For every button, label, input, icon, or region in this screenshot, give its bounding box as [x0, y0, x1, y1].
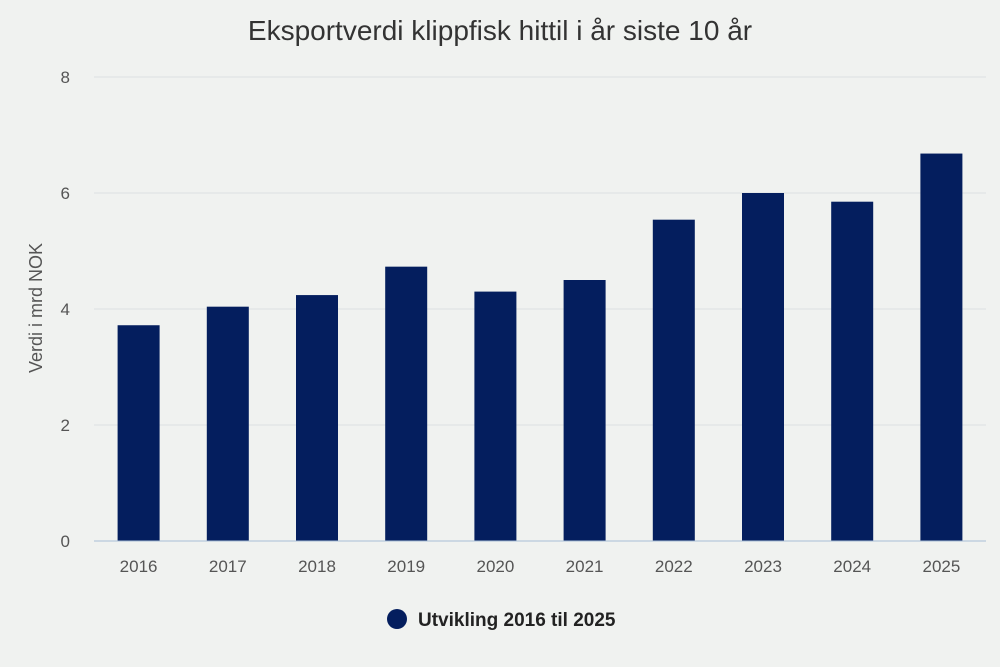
- x-tick-label: 2021: [566, 557, 604, 576]
- y-axis-title: Verdi i mrd NOK: [26, 243, 46, 373]
- bar-2016[interactable]: [117, 325, 160, 541]
- bar-2018[interactable]: [296, 295, 338, 541]
- chart-title: Eksportverdi klippfisk hittil i år siste…: [248, 15, 752, 46]
- y-axis-tick-labels: 0 2 4 6 8: [61, 68, 70, 551]
- x-tick-label: 2023: [744, 557, 782, 576]
- x-tick-label: 2025: [922, 557, 960, 576]
- x-tick-label: 2017: [209, 557, 247, 576]
- legend-swatch[interactable]: [387, 609, 407, 629]
- legend[interactable]: Utvikling 2016 til 2025: [387, 609, 616, 631]
- bar-2023[interactable]: [742, 193, 784, 541]
- y-tick-label: 8: [61, 68, 70, 87]
- x-tick-label: 2018: [298, 557, 336, 576]
- bar-2024[interactable]: [831, 201, 874, 541]
- y-tick-label: 0: [61, 532, 70, 551]
- x-tick-label: 2016: [120, 557, 158, 576]
- y-tick-label: 6: [61, 184, 70, 203]
- bar-2019[interactable]: [385, 266, 428, 541]
- legend-label[interactable]: Utvikling 2016 til 2025: [418, 610, 616, 631]
- x-tick-label: 2020: [476, 557, 514, 576]
- x-tick-label: 2019: [387, 557, 425, 576]
- bar-2025[interactable]: [920, 153, 963, 541]
- bars: [117, 153, 963, 541]
- x-tick-label: 2024: [833, 557, 871, 576]
- bar-2021[interactable]: [563, 280, 606, 541]
- x-axis-tick-labels: 2016 2017 2018 2019 2020 2021 2022 2023 2024 2025: [120, 557, 961, 576]
- bar-2017[interactable]: [206, 306, 249, 541]
- x-tick-label: 2022: [655, 557, 693, 576]
- y-tick-label: 2: [61, 416, 70, 435]
- bar-2020[interactable]: [474, 291, 517, 541]
- bar-2022[interactable]: [652, 219, 695, 541]
- y-tick-label: 4: [61, 300, 70, 319]
